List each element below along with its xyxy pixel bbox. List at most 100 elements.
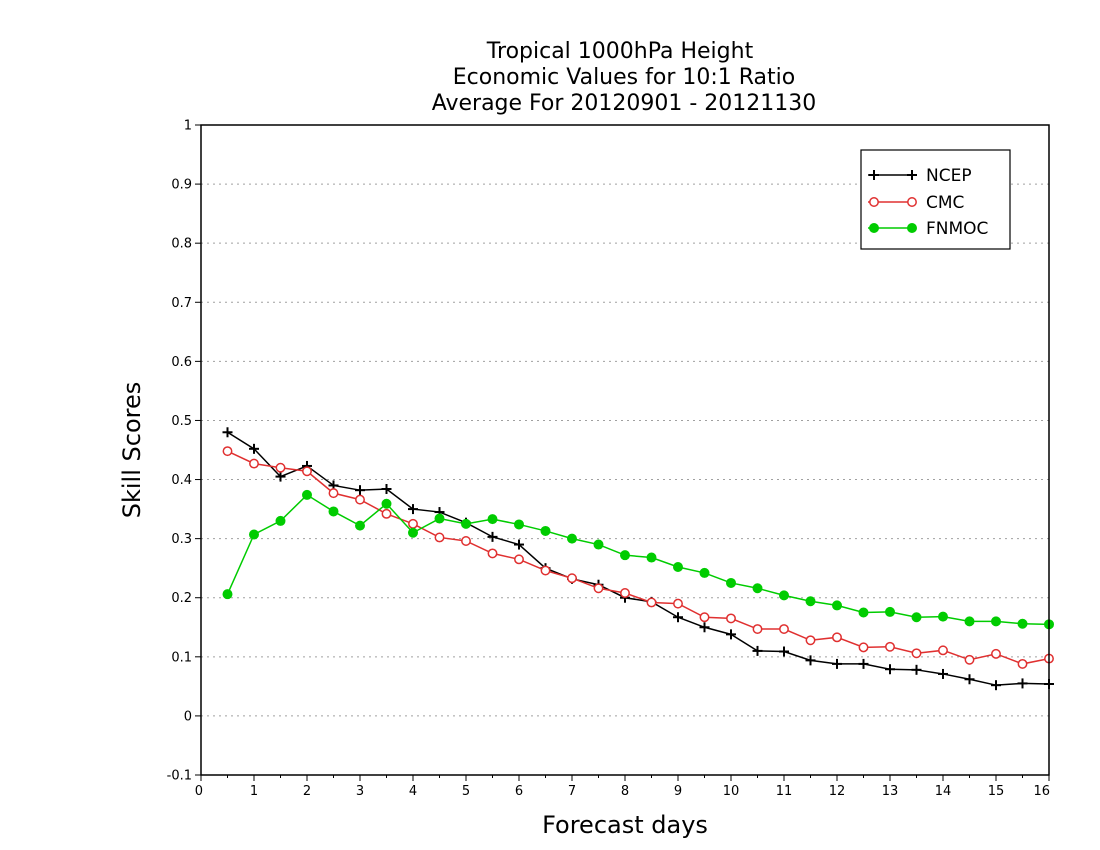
legend-marker xyxy=(869,223,879,233)
data-point-ncep xyxy=(805,655,816,666)
y-tick-label: -0.1 xyxy=(167,769,192,784)
data-point-ncep xyxy=(673,612,683,623)
y-tick-label: 0.7 xyxy=(171,296,192,311)
data-point-cmc xyxy=(805,635,816,646)
data-point-cmc xyxy=(434,532,445,543)
data-point-cmc xyxy=(222,446,233,457)
series-line-fnmoc xyxy=(226,493,1050,626)
data-point-cmc xyxy=(726,613,736,624)
data-point-fnmoc xyxy=(249,529,259,540)
data-point-ncep xyxy=(858,658,869,669)
data-point-cmc xyxy=(593,583,604,594)
data-point-fnmoc xyxy=(885,606,895,617)
data-point-cmc xyxy=(673,598,683,609)
data-point-cmc xyxy=(885,641,895,652)
legend-box xyxy=(860,149,1011,250)
data-point-fnmoc xyxy=(302,489,312,500)
data-point-cmc xyxy=(302,466,312,477)
data-point-cmc xyxy=(381,508,392,519)
y-tick-label: 0.9 xyxy=(171,178,192,193)
title-line-1: Tropical 1000hPa Height xyxy=(486,39,754,64)
data-point-cmc xyxy=(646,597,657,608)
data-point-fnmoc xyxy=(540,525,551,536)
legend-label: FNMOC xyxy=(926,219,988,239)
data-point-fnmoc xyxy=(434,513,445,524)
data-series xyxy=(222,427,1054,691)
y-tick-label: 0 xyxy=(184,709,192,724)
legend-marker xyxy=(869,197,879,207)
legend-marker xyxy=(907,170,917,180)
data-point-ncep xyxy=(938,668,948,679)
data-point-fnmoc xyxy=(991,616,1001,627)
data-point-fnmoc xyxy=(275,515,286,526)
x-tick-label: 12 xyxy=(829,784,846,799)
x-tick-label: 11 xyxy=(776,784,793,799)
data-point-fnmoc xyxy=(567,533,577,544)
data-point-fnmoc xyxy=(673,562,683,572)
data-point-ncep xyxy=(991,680,1001,691)
series-line-ncep xyxy=(227,431,1050,686)
plot-frame xyxy=(200,124,1050,776)
data-point-ncep xyxy=(222,427,233,438)
data-point-cmc xyxy=(938,645,948,656)
data-point-ncep xyxy=(381,484,392,494)
data-point-cmc xyxy=(858,642,869,653)
data-point-fnmoc xyxy=(911,612,922,623)
x-tick-label: 8 xyxy=(621,784,629,799)
y-tick-label: 0.8 xyxy=(171,237,192,252)
series-fnmoc xyxy=(222,489,1054,630)
x-tick-label: 13 xyxy=(882,784,899,799)
data-point-fnmoc xyxy=(646,552,657,563)
data-point-cmc xyxy=(779,624,789,634)
data-point-cmc xyxy=(567,573,577,584)
data-point-fnmoc xyxy=(328,506,339,517)
legend-entry-ncep: NCEP xyxy=(868,166,972,186)
data-point-fnmoc xyxy=(964,616,975,627)
data-point-cmc xyxy=(964,654,975,665)
legend-label: NCEP xyxy=(926,166,972,186)
data-point-fnmoc xyxy=(222,589,233,600)
data-point-fnmoc xyxy=(381,498,392,509)
data-point-fnmoc xyxy=(726,577,736,588)
x-tick-label: 3 xyxy=(356,784,364,799)
data-point-ncep xyxy=(832,658,842,669)
data-point-fnmoc xyxy=(752,583,763,594)
data-point-ncep xyxy=(514,539,524,550)
data-point-cmc xyxy=(461,536,471,546)
y-axis-label: Skill Scores xyxy=(118,382,146,519)
x-tick-label: 6 xyxy=(515,784,523,799)
y-tick-label: 0.5 xyxy=(171,414,192,429)
data-point-cmc xyxy=(832,632,842,643)
gridlines xyxy=(201,183,1049,717)
data-point-fnmoc xyxy=(858,607,869,618)
x-tick-label: 2 xyxy=(303,784,311,799)
data-point-cmc xyxy=(991,648,1001,659)
series-line-cmc xyxy=(227,450,1050,665)
data-point-cmc xyxy=(1017,658,1028,669)
data-point-fnmoc xyxy=(938,611,948,622)
title-line-2: Economic Values for 10:1 Ratio xyxy=(453,65,795,90)
data-point-cmc xyxy=(620,588,630,598)
y-tick-label: 0.2 xyxy=(171,591,192,606)
data-point-fnmoc xyxy=(779,590,789,601)
data-point-ncep xyxy=(885,664,895,675)
data-point-cmc xyxy=(752,624,763,634)
data-point-fnmoc xyxy=(355,520,365,531)
data-point-ncep xyxy=(726,629,736,640)
y-tick-label: 1 xyxy=(184,119,192,134)
y-tick-label: 0.3 xyxy=(171,532,192,547)
data-point-fnmoc xyxy=(805,596,816,607)
y-tick-label: 0.4 xyxy=(171,473,192,488)
x-axis-label: Forecast days xyxy=(542,811,708,839)
x-tick-label: 5 xyxy=(462,784,470,799)
data-point-ncep xyxy=(699,622,710,633)
data-point-cmc xyxy=(275,462,286,473)
x-tick-label: 14 xyxy=(935,784,952,799)
x-tick-label: 10 xyxy=(723,784,740,799)
x-tick-label: 4 xyxy=(409,784,417,799)
data-point-ncep xyxy=(911,664,922,675)
series-cmc xyxy=(222,446,1054,669)
data-point-fnmoc xyxy=(832,600,842,611)
title-line-3: Average For 20120901 - 20121130 xyxy=(432,91,817,116)
